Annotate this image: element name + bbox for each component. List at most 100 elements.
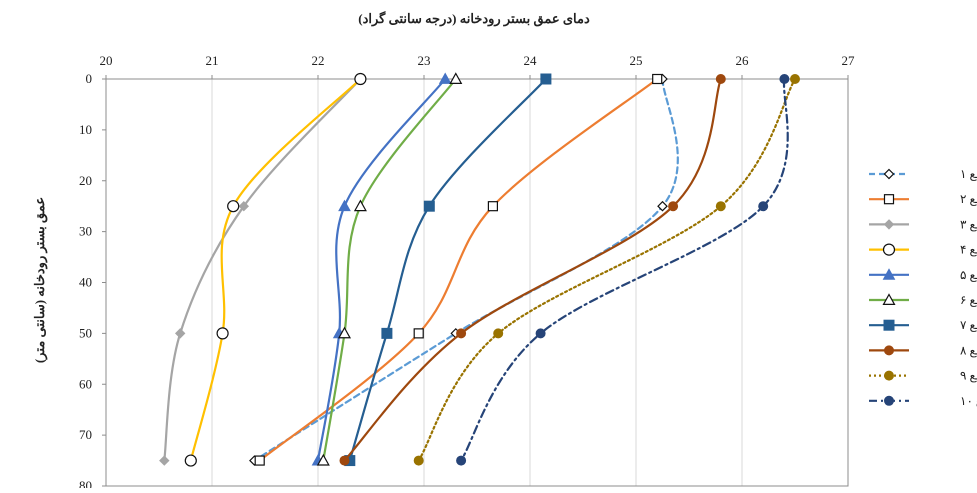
data-point — [316, 453, 330, 466]
legend-label: مقطع ۹ — [960, 369, 977, 383]
data-point — [456, 328, 467, 339]
data-point — [337, 326, 352, 339]
data-point — [652, 73, 663, 85]
series-group — [184, 72, 367, 467]
x-tick-label: 27 — [842, 53, 856, 68]
x-tick-label: 24 — [524, 53, 538, 68]
y-tick-label: 0 — [86, 71, 93, 86]
series-group — [311, 72, 452, 466]
series-line — [189, 77, 362, 462]
data-point — [790, 74, 800, 84]
legend-label: مقطع ۵ — [960, 268, 977, 282]
legend-label: مقطع ۲ — [960, 192, 977, 206]
series-group — [316, 72, 463, 466]
legend-label: مقطع ۱ — [960, 167, 977, 181]
data-point — [381, 327, 393, 339]
y-tick-label: 40 — [79, 275, 92, 290]
data-point — [884, 345, 894, 356]
data-point — [413, 328, 424, 339]
series-layer — [159, 72, 800, 467]
series-line — [348, 77, 547, 462]
legend-label: مقطع ۱۰ — [960, 394, 977, 408]
legend-item: مقطع ۵ — [869, 268, 977, 282]
data-point — [758, 201, 769, 212]
series-line — [163, 77, 362, 462]
y-axis-title: عمق بستر رودخانه (سانتی متر) — [32, 197, 48, 363]
legend-label: مقطع ۸ — [960, 343, 977, 357]
data-point — [353, 199, 367, 212]
plot-frame — [105, 78, 849, 487]
data-point — [227, 200, 240, 213]
data-point — [184, 454, 197, 467]
data-point — [216, 327, 229, 340]
data-point — [413, 455, 424, 466]
y-tick-label: 60 — [79, 376, 92, 391]
legend-item: مقطع ۱۰ — [869, 394, 977, 408]
legend-item: مقطع ۴ — [869, 243, 977, 257]
grid-layer — [211, 79, 743, 486]
x-tick-label: 21 — [206, 53, 219, 68]
series-line — [316, 77, 447, 462]
y-tick-label: 30 — [79, 224, 92, 239]
data-point — [254, 455, 265, 466]
data-point — [449, 72, 463, 85]
data-point — [779, 74, 790, 84]
data-point — [882, 243, 896, 256]
series-line — [322, 77, 457, 462]
data-point — [456, 455, 467, 466]
x-tick-label: 26 — [736, 53, 750, 68]
data-point — [715, 74, 726, 84]
y-tick-label: 80 — [79, 478, 92, 488]
x-tick-label: 20 — [100, 53, 113, 68]
x-tick-label: 23 — [418, 53, 431, 68]
data-point — [668, 201, 679, 212]
data-point — [715, 201, 726, 212]
legend-item: مقطع ۳ — [869, 217, 977, 231]
data-point — [423, 200, 435, 212]
data-point — [238, 200, 250, 212]
data-point — [883, 319, 895, 331]
series-group — [254, 73, 663, 466]
data-point — [535, 328, 546, 339]
data-point — [338, 199, 351, 212]
data-point — [487, 201, 498, 212]
data-point — [540, 73, 552, 85]
legend-item: مقطع ۱ — [869, 167, 977, 181]
axis-layer: 20 21 22 23 24 25 26 27 0 10 20 30 40 50 60 70 80 — [79, 53, 856, 493]
series-line — [258, 77, 659, 462]
y-tick-label: 70 — [79, 427, 92, 442]
data-point — [883, 168, 895, 180]
data-point — [438, 72, 452, 84]
x-tick-label: 22 — [312, 53, 325, 68]
legend-item: مقطع ۷ — [869, 318, 977, 332]
data-point — [339, 455, 350, 466]
legend-label: مقطع ۳ — [960, 217, 977, 231]
x-tick-label: 25 — [630, 53, 643, 68]
legend-label: مقطع ۴ — [960, 243, 977, 257]
data-point — [657, 200, 668, 212]
data-point — [884, 395, 894, 406]
series-group — [339, 74, 726, 466]
y-tick-label: 10 — [79, 122, 92, 137]
legend-item: مقطع ۲ — [869, 192, 977, 206]
legend: مقطع ۱ مقطع ۲ مقطع ۳ مقطع ۴ مقطع ۵ مقطع ۶ مقطع… — [869, 167, 977, 408]
x-axis-title: دمای عمق بستر رودخانه (درجه سانتی گراد) — [358, 10, 590, 27]
legend-label: مقطع ۶ — [960, 293, 977, 307]
data-point — [884, 370, 894, 381]
legend-item: مقطع ۹ — [869, 369, 977, 383]
y-tick-label: 50 — [79, 325, 92, 340]
data-point — [883, 194, 895, 205]
series-line — [343, 77, 722, 462]
data-point — [882, 268, 896, 280]
series-line — [417, 77, 797, 462]
legend-label: مقطع ۷ — [960, 318, 977, 332]
series-group — [413, 74, 800, 466]
series-line — [460, 77, 789, 462]
data-point — [159, 455, 170, 466]
data-point — [883, 219, 895, 230]
y-tick-label: 20 — [79, 173, 92, 188]
data-point — [882, 293, 896, 305]
series-group — [344, 73, 552, 467]
